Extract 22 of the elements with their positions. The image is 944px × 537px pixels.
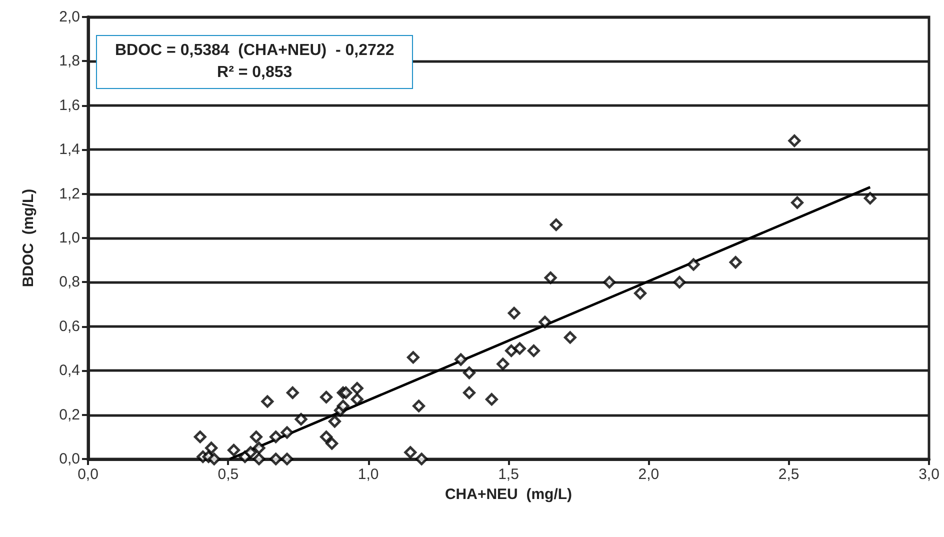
x-tick-label: 2,0 [638,466,660,483]
y-tick-label: 0,0 [59,450,80,468]
x-tick-label: 0,5 [218,466,239,483]
x-tick-label: 0,0 [78,466,98,483]
y-tick-label: 1,8 [59,52,80,70]
y-tick-label: 0,2 [59,406,80,424]
y-axis-title: BDOC (mg/L) [20,188,37,288]
y-tick-label: 1,6 [59,96,80,114]
x-tick-label: 3,0 [918,466,940,483]
y-tick-label: 2,0 [59,8,80,26]
y-tick-label: 0,4 [59,362,80,380]
y-tick-label: 0,8 [59,274,80,291]
y-tick-label: 0,6 [59,318,80,335]
x-tick-label: 1,5 [498,466,519,483]
x-tick-label: 1,0 [358,466,379,483]
x-axis-title: CHA+NEU (mg/L) [444,486,572,503]
y-tick-label: 1,0 [59,230,80,246]
x-tick-label: 2,5 [778,466,800,483]
annotation: R² = 0,853 [217,64,292,81]
y-tick-label: 1,4 [59,141,80,158]
y-tick-label: 1,2 [59,185,80,202]
annotation: BDOC = 0,5384 (CHA+NEU) - 0,2722 [115,42,394,59]
